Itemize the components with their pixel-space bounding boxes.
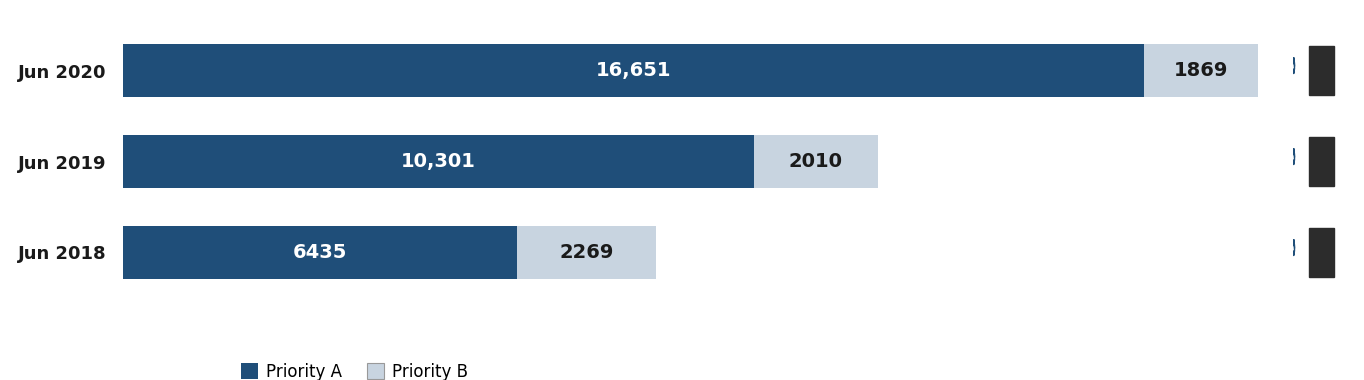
Bar — [754, 135, 877, 188]
Bar — [1309, 228, 1334, 277]
Bar — [123, 135, 754, 188]
Legend: Priority A, Priority B: Priority A, Priority B — [235, 356, 475, 380]
Text: 2269: 2269 — [559, 243, 614, 262]
Text: 6435: 6435 — [293, 243, 348, 262]
Bar — [123, 44, 1143, 97]
Text: 10,301: 10,301 — [401, 152, 476, 171]
Bar — [1309, 137, 1334, 186]
Text: 2010: 2010 — [788, 152, 843, 171]
Text: 1869: 1869 — [1174, 61, 1228, 80]
Bar — [1309, 46, 1334, 95]
Bar — [1143, 44, 1258, 97]
Text: 16,651: 16,651 — [596, 61, 671, 80]
Bar — [517, 226, 656, 279]
Bar — [123, 226, 517, 279]
